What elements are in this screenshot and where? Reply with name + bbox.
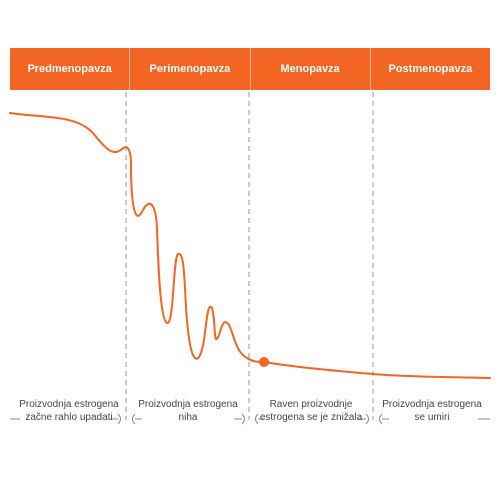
- phase-header-bar: Predmenopavza Perimenopavza Menopavza Po…: [10, 48, 490, 90]
- caption-predmenopavza: Proizvodnja estrogena začne rahlo upadat…: [19, 399, 119, 423]
- phase-predmenopavza: Predmenopavza: [10, 48, 131, 90]
- caption-postmenopavza: Proizvodnja estrogena se umiri: [382, 399, 482, 423]
- bracket-separator-3: [358, 413, 389, 425]
- caption-separators: [10, 413, 490, 425]
- phase-postmenopavza: Postmenopavza: [388, 63, 473, 75]
- caption-perimenopavza: Proizvodnja estrogena niha: [138, 399, 238, 423]
- caption-menopavza: Raven proizvodnje estrogena se je znižal…: [259, 399, 363, 423]
- phase-perimenopavza: Perimenopavza: [130, 48, 251, 90]
- phase-menopavza: Menopavza: [251, 48, 371, 90]
- bracket-separator-1: [110, 413, 142, 425]
- estrogen-curve: [9, 112, 491, 379]
- bracket-separator-2: [234, 413, 265, 425]
- menopause-marker-dot: [259, 357, 269, 367]
